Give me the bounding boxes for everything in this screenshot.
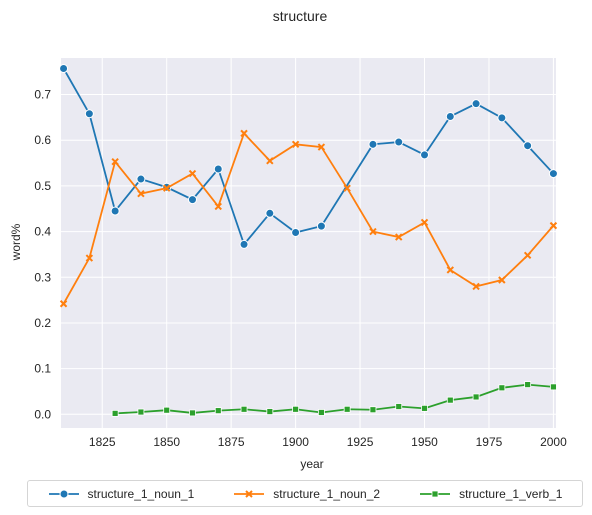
data-point <box>59 300 68 308</box>
data-point <box>265 208 275 218</box>
grid <box>61 58 556 428</box>
data-point <box>550 383 557 391</box>
data-point <box>524 381 532 389</box>
legend: structure_1_noun_1 structure_1_noun_2 stru… <box>27 480 583 507</box>
series-structure_1_noun_1 <box>59 64 558 249</box>
data-point <box>317 409 325 416</box>
data-point <box>498 276 506 284</box>
data-point <box>137 189 145 198</box>
data-point <box>472 282 480 291</box>
data-point <box>316 221 326 231</box>
data-point <box>110 206 120 216</box>
data-point <box>369 406 377 414</box>
data-point <box>317 143 326 151</box>
series-structure_1_noun_2 <box>59 129 558 308</box>
x-axis-label: year <box>300 457 323 471</box>
x-tick-label: 1825 <box>89 435 116 449</box>
data-point <box>548 169 558 179</box>
y-tick-label: 0.4 <box>34 225 51 239</box>
data-point <box>497 113 507 123</box>
x-tick-label: 1850 <box>153 435 180 449</box>
x-tick-label: 1900 <box>282 435 309 449</box>
data-point <box>446 266 455 274</box>
data-point <box>189 409 196 417</box>
data-point <box>266 157 274 165</box>
series-structure_1_verb_1 <box>111 381 557 417</box>
data-point <box>240 129 248 138</box>
legend-item: structure_1_noun_2 <box>233 487 380 501</box>
y-tick-label: 0.0 <box>34 407 51 421</box>
data-point <box>84 109 94 119</box>
y-tick-label: 0.5 <box>34 179 51 193</box>
data-point <box>162 184 171 192</box>
data-point <box>239 239 249 249</box>
data-point <box>240 405 248 413</box>
data-point <box>420 218 429 227</box>
data-point <box>549 221 558 230</box>
data-point <box>471 99 481 109</box>
x-tick-label: 1950 <box>411 435 438 449</box>
legend-label: structure_1_verb_1 <box>459 486 563 501</box>
x-tick-label: 1975 <box>476 435 503 449</box>
y-tick-label: 0.6 <box>34 133 51 147</box>
legend-swatch <box>420 490 451 497</box>
data-point <box>420 150 430 160</box>
data-point <box>395 233 403 241</box>
data-point <box>343 184 351 192</box>
legend-label: structure_1_noun_2 <box>273 486 381 501</box>
series-line <box>62 131 555 305</box>
y-axis-label: word% <box>9 223 23 261</box>
y-tick-label: 0.1 <box>34 362 51 376</box>
data-point <box>111 157 119 166</box>
data-point <box>523 251 532 260</box>
data-point <box>214 407 222 415</box>
data-point <box>163 406 171 414</box>
y-tick-label: 0.7 <box>34 88 51 102</box>
data-point <box>85 254 94 262</box>
series-group <box>59 64 558 417</box>
data-point <box>472 393 480 401</box>
legend-marker <box>431 490 439 497</box>
data-point <box>59 64 69 74</box>
legend-marker <box>59 489 69 498</box>
data-point <box>421 404 428 412</box>
data-point <box>291 140 300 149</box>
plot-area <box>61 58 556 428</box>
data-point <box>187 195 197 205</box>
legend-item: structure_1_verb_1 <box>419 487 562 501</box>
data-point <box>137 408 145 416</box>
y-axis-ticks: 0.0 0.1 0.2 0.3 0.4 0.5 0.6 0.7 <box>34 88 51 422</box>
data-point <box>368 139 378 149</box>
data-point <box>214 202 222 211</box>
x-tick-label: 2000 <box>540 435 567 449</box>
x-axis-ticks: 1825 1850 1875 1900 1925 1950 1975 2000 <box>89 435 567 449</box>
data-point <box>136 174 146 184</box>
data-point <box>213 164 223 174</box>
legend-label: structure_1_noun_1 <box>87 486 195 501</box>
y-tick-label: 0.2 <box>34 316 51 330</box>
data-point <box>291 227 301 237</box>
data-point <box>498 384 506 392</box>
chart-title: structure <box>273 8 328 24</box>
data-point <box>369 227 377 236</box>
series-line <box>115 383 554 415</box>
x-tick-label: 1925 <box>347 435 374 449</box>
data-point <box>523 141 533 151</box>
data-point <box>394 137 404 147</box>
data-point <box>188 169 197 178</box>
data-point <box>266 408 274 415</box>
data-point <box>445 111 455 121</box>
data-point <box>395 403 403 410</box>
data-point <box>343 405 351 413</box>
legend-marker <box>245 489 254 498</box>
x-tick-label: 1875 <box>218 435 245 449</box>
legend-swatch <box>48 489 79 498</box>
data-point <box>111 409 119 417</box>
legend-swatch <box>234 489 265 498</box>
data-point <box>446 396 454 404</box>
data-point <box>292 405 300 413</box>
legend-item: structure_1_noun_1 <box>48 486 195 501</box>
line-chart: structure 0.00.10.20.30.40.50.60.7 1825 1… <box>9 8 567 471</box>
y-tick-label: 0.3 <box>34 270 51 284</box>
